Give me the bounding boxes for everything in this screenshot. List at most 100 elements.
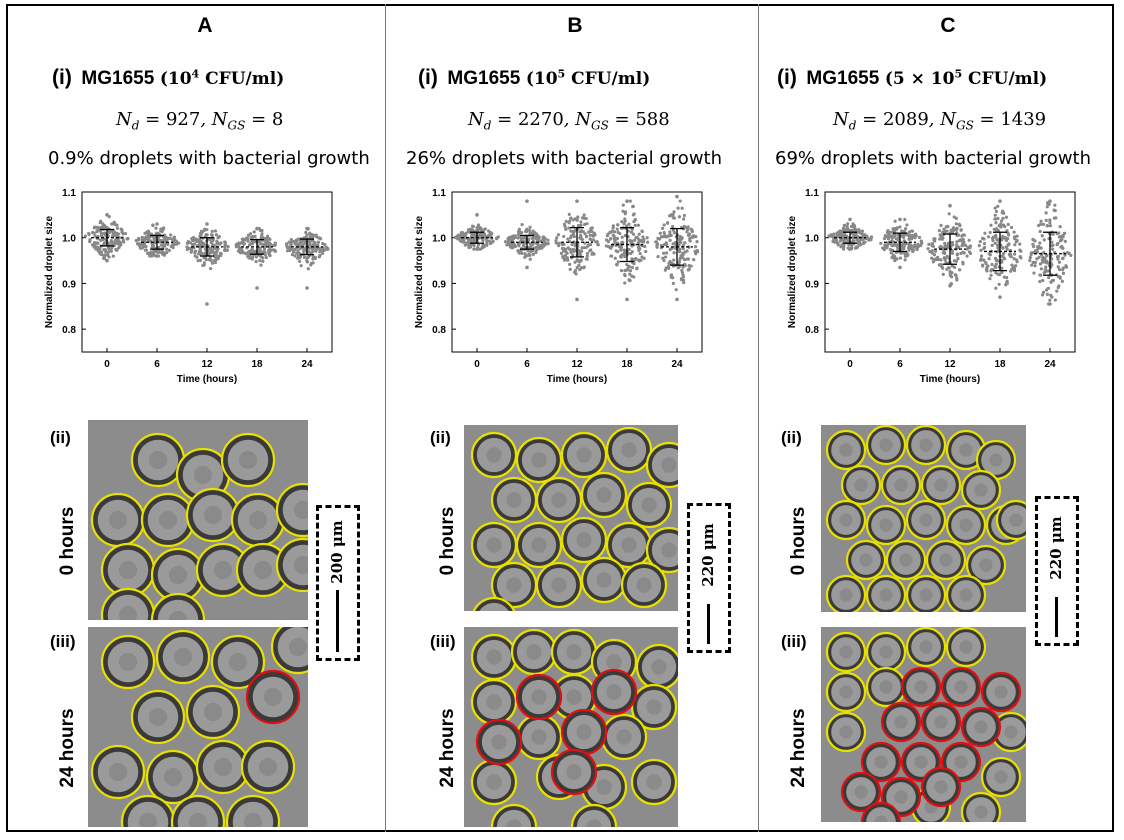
growth-droplet: [860, 741, 902, 783]
data-point: [250, 242, 254, 246]
droplet-center: [606, 654, 622, 670]
data-point: [518, 230, 522, 234]
data-point: [981, 264, 985, 268]
data-point: [114, 238, 118, 242]
data-point: [526, 249, 530, 253]
data-point: [640, 229, 644, 233]
data-point: [205, 222, 209, 226]
data-point: [661, 256, 665, 260]
data-point: [97, 249, 101, 253]
data-point: [573, 260, 577, 264]
data-point: [1014, 258, 1019, 262]
data-point: [584, 257, 588, 261]
data-point: [615, 262, 619, 267]
data-point: [1052, 208, 1056, 212]
data-point: [162, 253, 167, 257]
data-point: [1000, 260, 1004, 264]
data-point: [1018, 248, 1022, 252]
data-point: [1044, 218, 1048, 222]
data-point: [952, 265, 957, 269]
data-point: [950, 240, 954, 245]
data-point: [619, 268, 624, 273]
data-point: [217, 235, 221, 239]
data-point: [674, 288, 678, 292]
data-point: [668, 238, 672, 242]
droplet: [100, 542, 156, 598]
droplet: [905, 574, 947, 612]
data-point: [234, 245, 238, 249]
data-point: [1030, 263, 1034, 267]
data-point: [993, 241, 997, 245]
droplet-center: [914, 680, 928, 694]
error-bar: [834, 231, 866, 244]
droplet: [150, 592, 206, 620]
data-point: [254, 259, 258, 264]
x-tick-label: 24: [671, 359, 683, 370]
droplet-center: [959, 443, 973, 457]
data-point: [931, 244, 935, 248]
droplet-center: [919, 513, 933, 527]
y-tick-label: 0.9: [805, 279, 819, 290]
data-point: [273, 243, 277, 247]
data-point: [990, 262, 994, 267]
data-point: [682, 213, 686, 218]
data-point: [576, 215, 580, 219]
data-point: [538, 245, 542, 249]
data-point: [172, 235, 177, 239]
data-point: [608, 230, 613, 234]
data-point: [246, 236, 250, 241]
data-point: [99, 219, 103, 223]
error-bar: [91, 228, 123, 247]
data-point: [1057, 267, 1062, 272]
data-point: [570, 242, 574, 247]
data-point: [663, 233, 667, 237]
droplet-outline: [860, 801, 902, 822]
data-point: [240, 249, 244, 253]
droplet: [995, 499, 1026, 541]
data-point: [682, 224, 687, 229]
data-point: [677, 250, 682, 254]
data-point: [260, 232, 264, 236]
data-point: [613, 256, 617, 260]
data-point: [678, 257, 682, 261]
data-point: [495, 237, 499, 241]
data-point: [679, 236, 684, 240]
data-point: [882, 236, 887, 241]
droplet-outline: [940, 741, 982, 783]
concentration: (5 × 105 CFU/ml): [884, 67, 1048, 89]
droplet-center: [621, 442, 637, 458]
data-point: [200, 251, 204, 256]
data-point: [836, 243, 840, 247]
droplet-outline: [945, 574, 987, 612]
data-point: [665, 235, 669, 239]
data-point: [902, 246, 906, 251]
droplet: [225, 794, 281, 827]
data-point: [1038, 241, 1042, 245]
droplet-center: [576, 447, 592, 463]
data-point: [318, 249, 322, 254]
data-point: [930, 242, 934, 246]
droplet-center: [486, 774, 502, 790]
droplet-outline: [130, 689, 186, 745]
data-point: [195, 255, 199, 259]
droplet-outline: [90, 744, 146, 800]
data-point: [882, 248, 886, 252]
droplet-center: [954, 680, 968, 694]
data-point: [535, 248, 539, 252]
data-point: [887, 233, 891, 237]
data-point: [466, 228, 471, 232]
data-point: [488, 232, 492, 236]
data-point: [928, 250, 932, 254]
data-point: [1044, 288, 1049, 292]
data-point: [518, 235, 522, 239]
data-point: [655, 243, 659, 248]
data-point: [481, 238, 485, 243]
data-point: [884, 245, 889, 249]
data-point: [198, 258, 203, 262]
droplet-size-plot: 0.8 0.9 1.0 1.1 0 6 12 18 24 Time (hours) Normaliz…: [414, 188, 703, 385]
error-bar: [191, 237, 223, 257]
droplet-outline: [535, 561, 583, 609]
data-point: [630, 266, 634, 270]
data-point: [573, 217, 577, 221]
data-point: [1033, 264, 1037, 268]
